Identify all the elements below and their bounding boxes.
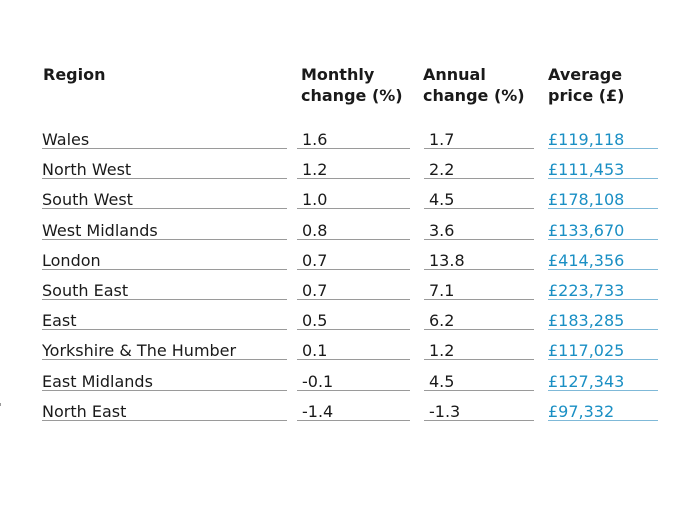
- cell-annual: 2.2: [429, 160, 455, 179]
- cell-monthly: 1.6: [302, 130, 328, 149]
- row-rule-monthly: [297, 329, 410, 330]
- cell-annual: 1.2: [429, 341, 455, 360]
- cell-price: £127,343: [548, 372, 625, 391]
- row-rule-region: [42, 178, 287, 179]
- row-rule-monthly: [297, 420, 410, 421]
- row-rule-monthly: [297, 239, 410, 240]
- cell-monthly: -1.4: [302, 402, 334, 421]
- row-rule-monthly: [297, 299, 410, 300]
- row-rule-price: [548, 239, 658, 240]
- cell-monthly: 1.0: [302, 190, 328, 209]
- row-rule-annual: [424, 148, 534, 149]
- cell-price: £183,285: [548, 311, 625, 330]
- row-rule-monthly: [297, 178, 410, 179]
- row-rule-annual: [424, 329, 534, 330]
- header-monthly-line-2: change (%): [301, 86, 403, 105]
- cell-annual: 7.1: [429, 281, 455, 300]
- header-region: Region: [43, 64, 106, 85]
- cell-region: Wales: [42, 130, 90, 149]
- row-rule-annual: [424, 269, 534, 270]
- row-rule-monthly: [297, 359, 410, 360]
- row-rule-region: [42, 359, 287, 360]
- row-rule-region: [42, 420, 287, 421]
- header-average-price: Average price (£): [548, 64, 625, 106]
- row-rule-price: [548, 390, 658, 391]
- row-rule-annual: [424, 359, 534, 360]
- row-rule-price: [548, 299, 658, 300]
- cell-region: West Midlands: [42, 221, 158, 240]
- cell-annual: -1.3: [429, 402, 461, 421]
- cell-monthly: 0.1: [302, 341, 328, 360]
- row-rule-region: [42, 208, 287, 209]
- cell-monthly: -0.1: [302, 372, 334, 391]
- row-rule-annual: [424, 178, 534, 179]
- row-rule-monthly: [297, 148, 410, 149]
- row-rule-annual: [424, 390, 534, 391]
- cell-price: £97,332: [548, 402, 615, 421]
- row-rule-price: [548, 359, 658, 360]
- header-price-line-2: price (£): [548, 86, 625, 105]
- cell-annual: 13.8: [429, 251, 465, 270]
- row-rule-price: [548, 208, 658, 209]
- row-rule-region: [42, 299, 287, 300]
- left-edge-mark: [0, 403, 1, 406]
- cell-region: East Midlands: [42, 372, 153, 391]
- cell-annual: 6.2: [429, 311, 455, 330]
- row-rule-annual: [424, 239, 534, 240]
- row-rule-price: [548, 178, 658, 179]
- row-rule-price: [548, 420, 658, 421]
- cell-annual: 4.5: [429, 372, 455, 391]
- cell-price: £117,025: [548, 341, 625, 360]
- cell-monthly: 0.8: [302, 221, 328, 240]
- row-rule-region: [42, 239, 287, 240]
- header-annual-line-2: change (%): [423, 86, 525, 105]
- cell-region: South West: [42, 190, 133, 209]
- header-monthly-line-1: Monthly: [301, 65, 375, 84]
- cell-price: £223,733: [548, 281, 625, 300]
- row-rule-price: [548, 148, 658, 149]
- cell-price: £178,108: [548, 190, 625, 209]
- row-rule-region: [42, 269, 287, 270]
- row-rule-region: [42, 390, 287, 391]
- row-rule-region: [42, 148, 287, 149]
- cell-annual: 3.6: [429, 221, 455, 240]
- row-rule-monthly: [297, 269, 410, 270]
- row-rule-price: [548, 329, 658, 330]
- cell-monthly: 1.2: [302, 160, 328, 179]
- cell-price: £133,670: [548, 221, 625, 240]
- cell-monthly: 0.7: [302, 251, 328, 270]
- cell-region: Yorkshire & The Humber: [42, 341, 237, 360]
- row-rule-annual: [424, 299, 534, 300]
- row-rule-monthly: [297, 390, 410, 391]
- row-rule-annual: [424, 420, 534, 421]
- cell-annual: 1.7: [429, 130, 455, 149]
- cell-region: South East: [42, 281, 129, 300]
- header-price-line-1: Average: [548, 65, 623, 84]
- header-annual-line-1: Annual: [423, 65, 486, 84]
- header-region-line-1: Region: [43, 65, 106, 84]
- row-rule-price: [548, 269, 658, 270]
- row-rule-monthly: [297, 208, 410, 209]
- row-rule-annual: [424, 208, 534, 209]
- row-rule-region: [42, 329, 287, 330]
- cell-region: East: [42, 311, 77, 330]
- cell-annual: 4.5: [429, 190, 455, 209]
- cell-monthly: 0.7: [302, 281, 328, 300]
- cell-region: North West: [42, 160, 132, 179]
- header-annual-change: Annual change (%): [423, 64, 525, 106]
- cell-monthly: 0.5: [302, 311, 328, 330]
- cell-price: £119,118: [548, 130, 625, 149]
- header-monthly-change: Monthly change (%): [301, 64, 403, 106]
- cell-price: £414,356: [548, 251, 625, 270]
- cell-region: London: [42, 251, 101, 270]
- cell-region: North East: [42, 402, 127, 421]
- cell-price: £111,453: [548, 160, 625, 179]
